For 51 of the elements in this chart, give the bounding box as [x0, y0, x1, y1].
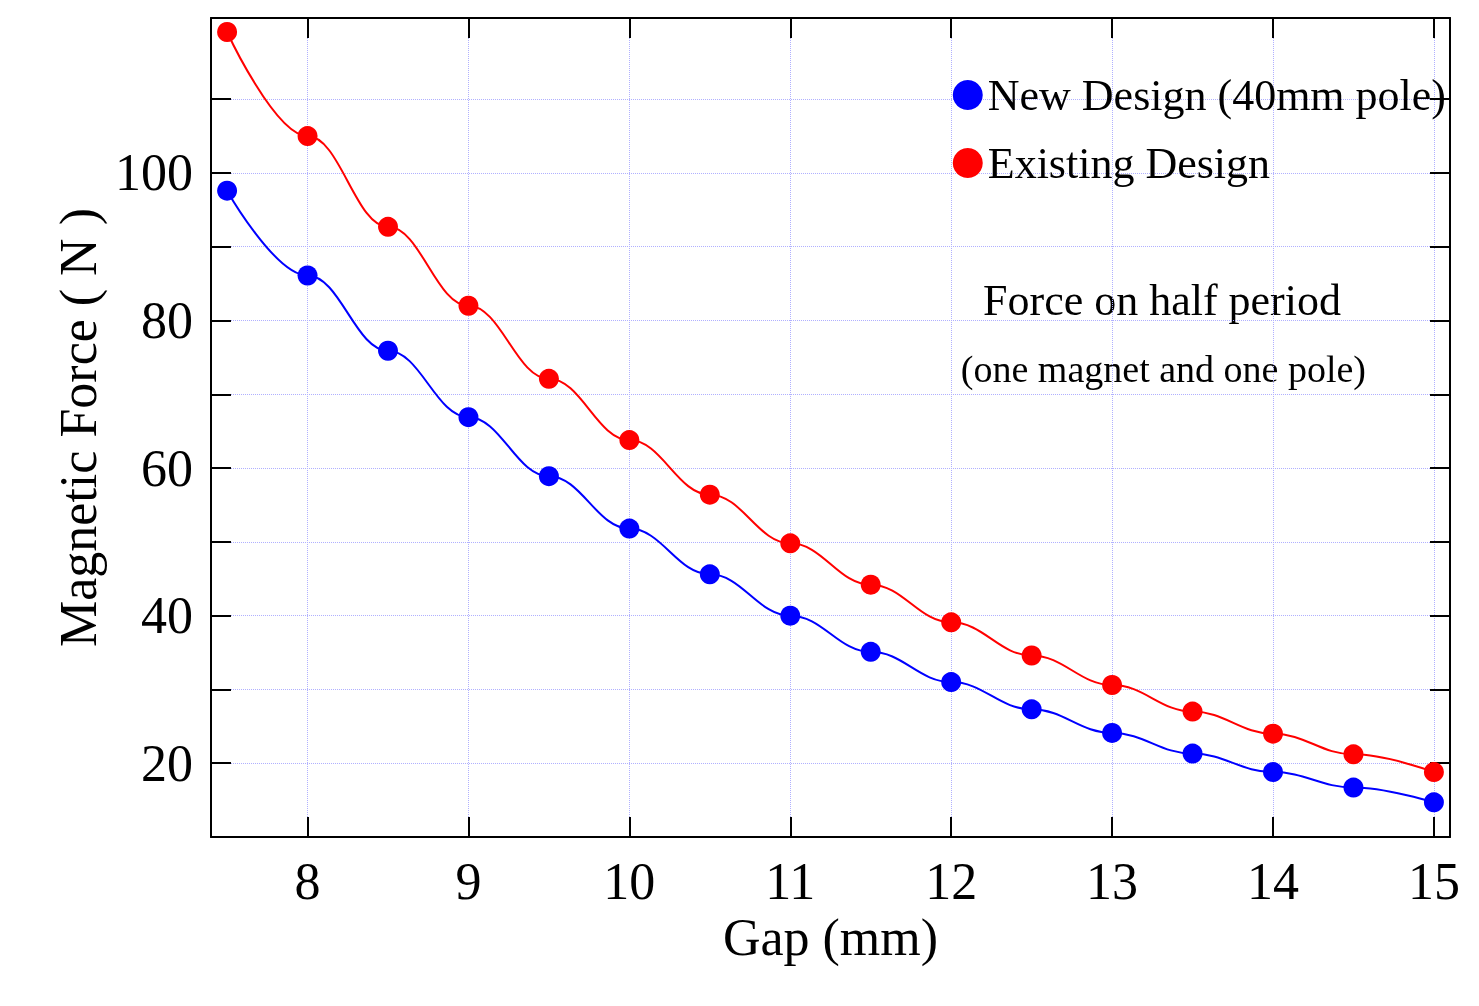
legend-label: New Design (40mm pole) — [987, 70, 1447, 120]
y-tick-label: 40 — [141, 587, 193, 645]
x-tick-label: 13 — [1086, 852, 1139, 910]
y-tick-label: 80 — [141, 292, 193, 350]
point — [458, 295, 479, 316]
point — [1021, 699, 1042, 720]
point — [699, 484, 720, 505]
point — [860, 641, 881, 662]
point — [1343, 777, 1364, 798]
x-tick-label: 14 — [1247, 852, 1299, 910]
point — [1263, 762, 1283, 783]
x-tick-label: 15 — [1407, 852, 1460, 910]
point — [1182, 743, 1203, 764]
y-axis-title: Magnetic Force ( N ) — [49, 208, 108, 647]
point — [217, 22, 238, 43]
point — [538, 368, 559, 389]
point — [297, 126, 318, 147]
point — [1102, 722, 1123, 743]
point — [1102, 675, 1123, 695]
legend-label: Existing Design — [987, 138, 1271, 188]
point — [619, 518, 640, 539]
point — [1263, 723, 1283, 744]
x-axis-title: Gap (mm) — [722, 909, 939, 968]
x-tick-label: 12 — [925, 852, 978, 910]
point — [378, 216, 398, 237]
point — [699, 564, 720, 585]
y-tick-label: 60 — [141, 439, 193, 497]
y-tick-label: 100 — [115, 144, 193, 202]
point — [378, 340, 398, 361]
point — [860, 574, 881, 595]
x-tick-label: 9 — [455, 852, 482, 910]
point — [1182, 701, 1203, 722]
point — [941, 672, 962, 693]
point — [538, 466, 559, 487]
x-tick-label: 11 — [765, 852, 816, 910]
point — [619, 430, 640, 451]
point — [1423, 762, 1444, 783]
annotation: (one magnet and one pole) — [960, 348, 1367, 391]
point — [780, 533, 801, 554]
annotation: Force on half period — [983, 275, 1342, 325]
x-tick-label: 10 — [603, 852, 656, 910]
point — [941, 612, 962, 633]
point — [1343, 744, 1364, 765]
point — [297, 265, 318, 286]
x-tick-label: 8 — [294, 852, 321, 910]
point — [458, 407, 479, 428]
point — [1021, 645, 1042, 666]
point — [780, 605, 801, 626]
point — [1423, 792, 1444, 813]
point — [217, 180, 238, 201]
y-tick-label: 20 — [141, 734, 193, 792]
